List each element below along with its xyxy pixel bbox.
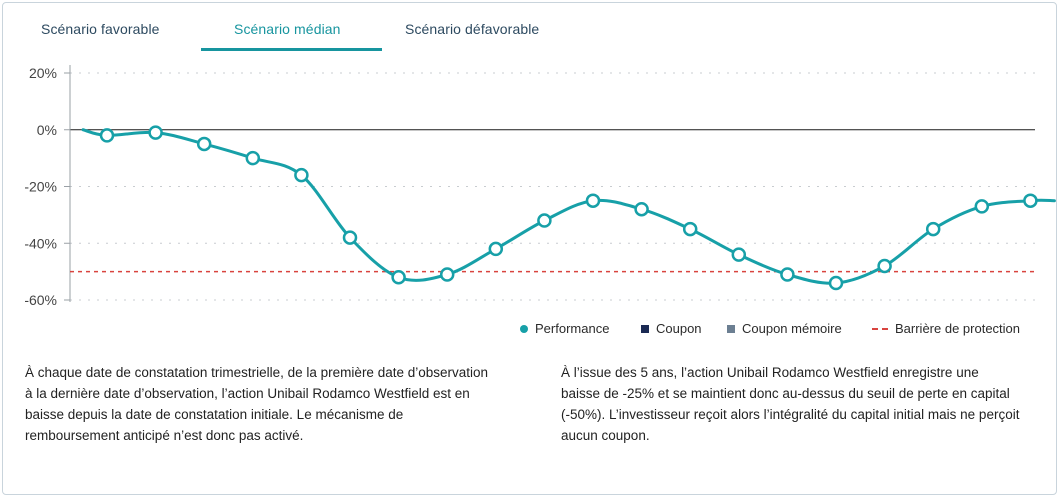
performance-point: [245, 150, 261, 166]
coupon-square-icon: [641, 324, 649, 333]
scenario-description-left: À chaque date de constatation trimestrie…: [25, 365, 489, 443]
tab-scenario-median[interactable]: Scénario médian: [234, 21, 341, 37]
legend-label-coupon-memoire: Coupon mémoire: [742, 321, 842, 336]
tab-scenario-defavorable[interactable]: Scénario défavorable: [405, 21, 540, 37]
y-tick-label: -60%: [24, 292, 57, 308]
performance-point: [682, 221, 698, 237]
performance-point: [488, 241, 504, 257]
performance-point: [585, 193, 601, 208]
legend-label-barriere: Barrière de protection: [895, 321, 1021, 336]
performance-point: [780, 267, 795, 282]
performance-point: [1023, 193, 1038, 208]
performance-point: [974, 199, 990, 214]
performance-point: [731, 247, 747, 262]
legend-item-coupon: Coupon: [641, 321, 702, 336]
performance-point: [439, 267, 455, 282]
scenario-tabs: Scénario favorable Scénario médian Scéna…: [3, 3, 1056, 53]
performance-point: [391, 270, 406, 285]
series-layer: [81, 125, 1056, 291]
scenario-description-right: À l’issue des 5 ans, l’action Unibail Ro…: [561, 365, 1020, 443]
performance-point: [99, 128, 115, 143]
active-tab-indicator: [201, 48, 382, 51]
performance-point: [294, 167, 309, 183]
coupon-memoire-square-icon: [727, 324, 735, 333]
y-tick-label: 20%: [29, 65, 57, 81]
legend-label-performance: Performance: [535, 321, 610, 336]
chart-axes: 20% 0% -20% -40% -60%: [24, 65, 71, 308]
performance-point: [634, 201, 649, 217]
y-tick-label: 0%: [37, 122, 57, 138]
performance-dot-icon: [520, 324, 528, 333]
tab-scenario-favorable[interactable]: Scénario favorable: [41, 21, 160, 37]
performance-line: [81, 128, 1056, 285]
barrier-dash-icon: [872, 327, 888, 330]
performance-point: [196, 136, 212, 152]
legend-item-coupon-memoire: Coupon mémoire: [727, 321, 842, 336]
chart-grid: [70, 72, 1035, 301]
performance-point: [925, 221, 941, 237]
performance-point: [342, 230, 358, 245]
performance-point: [537, 213, 552, 228]
performance-point: [877, 258, 892, 274]
performance-chart: 20% 0% -20% -40% -60%: [24, 65, 1056, 308]
legend-item-performance: Performance: [520, 321, 609, 336]
y-tick-label: -20%: [24, 179, 57, 195]
performance-point: [828, 275, 844, 291]
legend-item-barriere: Barrière de protection: [872, 321, 1020, 336]
y-tick-label: -40%: [24, 235, 57, 251]
legend-label-coupon: Coupon: [656, 321, 702, 336]
performance-point: [148, 125, 163, 140]
